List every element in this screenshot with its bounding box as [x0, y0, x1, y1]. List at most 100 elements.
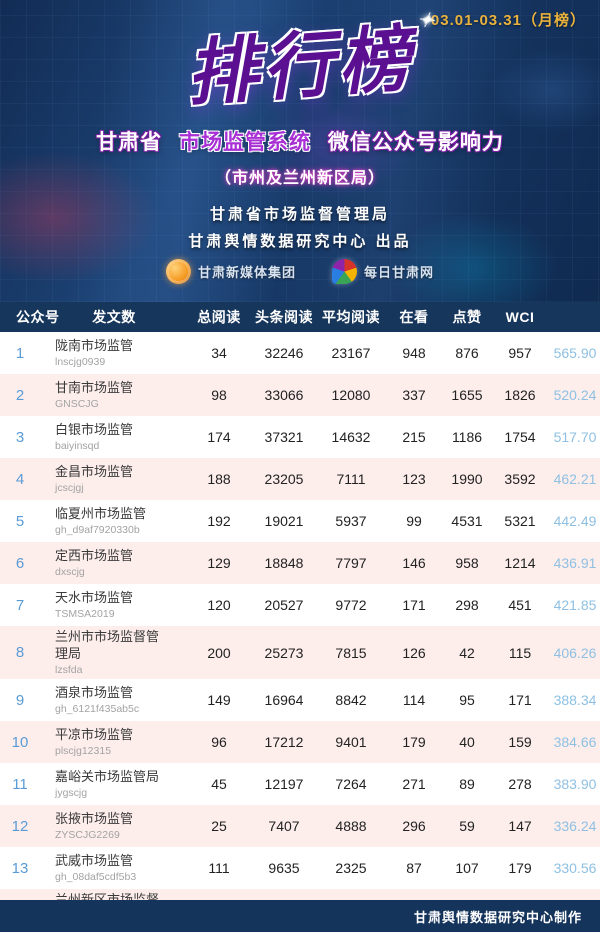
account-id: TSMSA2019 [55, 607, 115, 620]
account-name: 兰州市市场监督管理局 [55, 629, 160, 661]
avg-reads-cell: 171 [402, 597, 426, 613]
total-reads-cell: 17212 [264, 734, 304, 751]
headline-reads-cell: 23167 [331, 345, 371, 361]
account-cell: 临夏州市场监管 gh_d9af7920330b [40, 506, 188, 536]
account-name: 甘南市场监管 [55, 379, 134, 395]
headline-reads-cell: 5937 [335, 513, 367, 529]
account-cell: 兰州新区市场监督管理局lzxqmsa [40, 892, 188, 900]
wci-cell: 436.91 [553, 555, 597, 571]
daily-gansu-icon [332, 259, 357, 284]
account-id: ZYSCJG2269 [55, 829, 120, 842]
avg-reads-cell: 271 [402, 776, 426, 793]
account-name: 兰州新区市场监督管理局 [55, 892, 160, 900]
posts-cell: 192 [207, 513, 231, 529]
wci-cell: 565.90 [553, 345, 597, 361]
account-id: gh_6121f435ab5c [55, 703, 140, 716]
table-row: 13 武威市场监管 gh_08daf5cdf5b3 111 9635 2325 87 107 1… [0, 847, 600, 890]
table-body: 1 陇南市场监管 lnscjg0939 34 32246 23167 948 876 957 56… [0, 332, 600, 900]
watching-cell: 59 [459, 818, 475, 835]
column-header-1: 公众号 [16, 309, 60, 325]
rank-cell: 6 [15, 554, 25, 572]
likes-cell: 159 [508, 734, 532, 751]
gansu-new-media-icon [165, 259, 191, 284]
headline-reads-cell: 9772 [335, 597, 367, 613]
account-name: 张掖市场监管 [55, 811, 134, 827]
account-cell: 酒泉市场监管 gh_6121f435ab5c [40, 685, 188, 715]
wci-cell: 388.34 [553, 692, 597, 709]
headline-reads-cell: 4888 [335, 818, 367, 835]
table-row: 5 临夏州市场监管 gh_d9af7920330b 192 19021 5937 99 453… [0, 500, 600, 542]
likes-cell: 1826 [504, 387, 536, 403]
watching-cell: 298 [455, 597, 479, 613]
watching-cell: 958 [455, 555, 479, 571]
wci-cell: 421.85 [553, 597, 597, 613]
account-id: GNSCJG [55, 397, 99, 410]
posts-cell: 174 [207, 429, 231, 445]
rank-cell: 9 [15, 691, 25, 709]
account-id: gh_d9af7920330b [55, 523, 140, 536]
column-header-2: 发文数 [92, 309, 136, 325]
account-cell: 嘉峪关市场监管局 jygscjg [40, 769, 188, 799]
wci-cell: 336.24 [553, 818, 597, 835]
total-reads-cell: 16964 [264, 692, 304, 709]
account-id: lzsfda [55, 663, 83, 676]
headline-reads-cell: 7264 [335, 776, 367, 793]
account-cell: 武威市场监管 gh_08daf5cdf5b3 [40, 853, 188, 883]
rank-cell: 1 [15, 344, 25, 362]
wci-cell: 520.24 [553, 387, 597, 403]
table-row: 8 兰州市市场监督管理局 lzsfda 200 25273 7815 126 42 115 406… [0, 626, 600, 680]
posts-cell: 188 [207, 471, 231, 487]
account-cell: 平凉市场监管 plscjg12315 [40, 727, 188, 757]
account-id: lnscjg0939 [55, 355, 106, 368]
posts-cell: 34 [211, 345, 227, 361]
rank-cell: 4 [15, 470, 25, 488]
likes-cell: 451 [508, 597, 532, 613]
wci-cell: 383.90 [553, 776, 597, 793]
headline-reads-cell: 8842 [335, 692, 367, 709]
wci-cell: 406.26 [553, 644, 597, 661]
table-row: 12 张掖市场监管 ZYSCJG2269 25 7407 4888 296 59 147 336.… [0, 805, 600, 848]
likes-cell: 5321 [504, 513, 536, 529]
posts-cell: 45 [211, 776, 227, 793]
likes-cell: 115 [508, 644, 532, 661]
account-name: 白银市场监管 [55, 421, 134, 437]
total-reads-cell: 9635 [268, 860, 300, 877]
column-header-4: 头条阅读 [255, 309, 313, 325]
main-title-system: 市场监管系统 [179, 131, 311, 154]
footer-bar: 甘肃舆情数据研究中心制作 [0, 900, 600, 932]
main-title: 甘肃省 市场监管系统 微信公众号影响力 [0, 126, 600, 156]
hero-banner: 03.01-03.31（月榜） 排行榜 甘肃省 市场监管系统 微信公众号影响力 … [0, 0, 600, 302]
account-name: 酒泉市场监管 [55, 685, 134, 701]
likes-cell: 957 [508, 345, 532, 361]
watching-cell: 42 [459, 644, 475, 661]
publisher-line-1: 甘肃省市场监督管理局 [209, 206, 390, 223]
wci-cell: 442.49 [553, 513, 597, 529]
headline-reads-cell: 12080 [331, 387, 371, 403]
account-cell: 陇南市场监管 lnscjg0939 [40, 338, 188, 368]
posts-cell: 129 [207, 555, 231, 571]
avg-reads-cell: 146 [402, 555, 426, 571]
watching-cell: 1990 [451, 471, 483, 487]
likes-cell: 147 [508, 818, 532, 835]
posts-cell: 98 [211, 387, 227, 403]
headline-reads-cell: 2325 [335, 860, 367, 877]
posts-cell: 96 [211, 734, 227, 751]
watching-cell: 876 [455, 345, 479, 361]
account-cell: 甘南市场监管 GNSCJG [40, 380, 188, 410]
likes-cell: 171 [508, 692, 532, 709]
avg-reads-cell: 337 [402, 387, 426, 403]
watching-cell: 107 [455, 860, 479, 877]
posts-cell: 149 [207, 692, 231, 709]
rank-cell: 2 [15, 386, 25, 404]
table-row: 4 金昌市场监管 jcscjgj 188 23205 7111 123 1990 3592 462… [0, 458, 600, 500]
total-reads-cell: 7407 [268, 818, 300, 835]
wci-cell: 517.70 [553, 429, 597, 445]
total-reads-cell: 25273 [264, 644, 304, 661]
credit-label: 甘肃舆情数据研究中心制作 [413, 909, 582, 925]
column-header-6: 在看 [399, 309, 429, 325]
headline-reads-cell: 7797 [335, 555, 367, 571]
rank-cell: 7 [15, 596, 25, 614]
wci-cell: 384.66 [553, 734, 597, 751]
headline-reads-cell: 7111 [336, 471, 366, 487]
main-title-region: 甘肃省 [96, 131, 163, 154]
